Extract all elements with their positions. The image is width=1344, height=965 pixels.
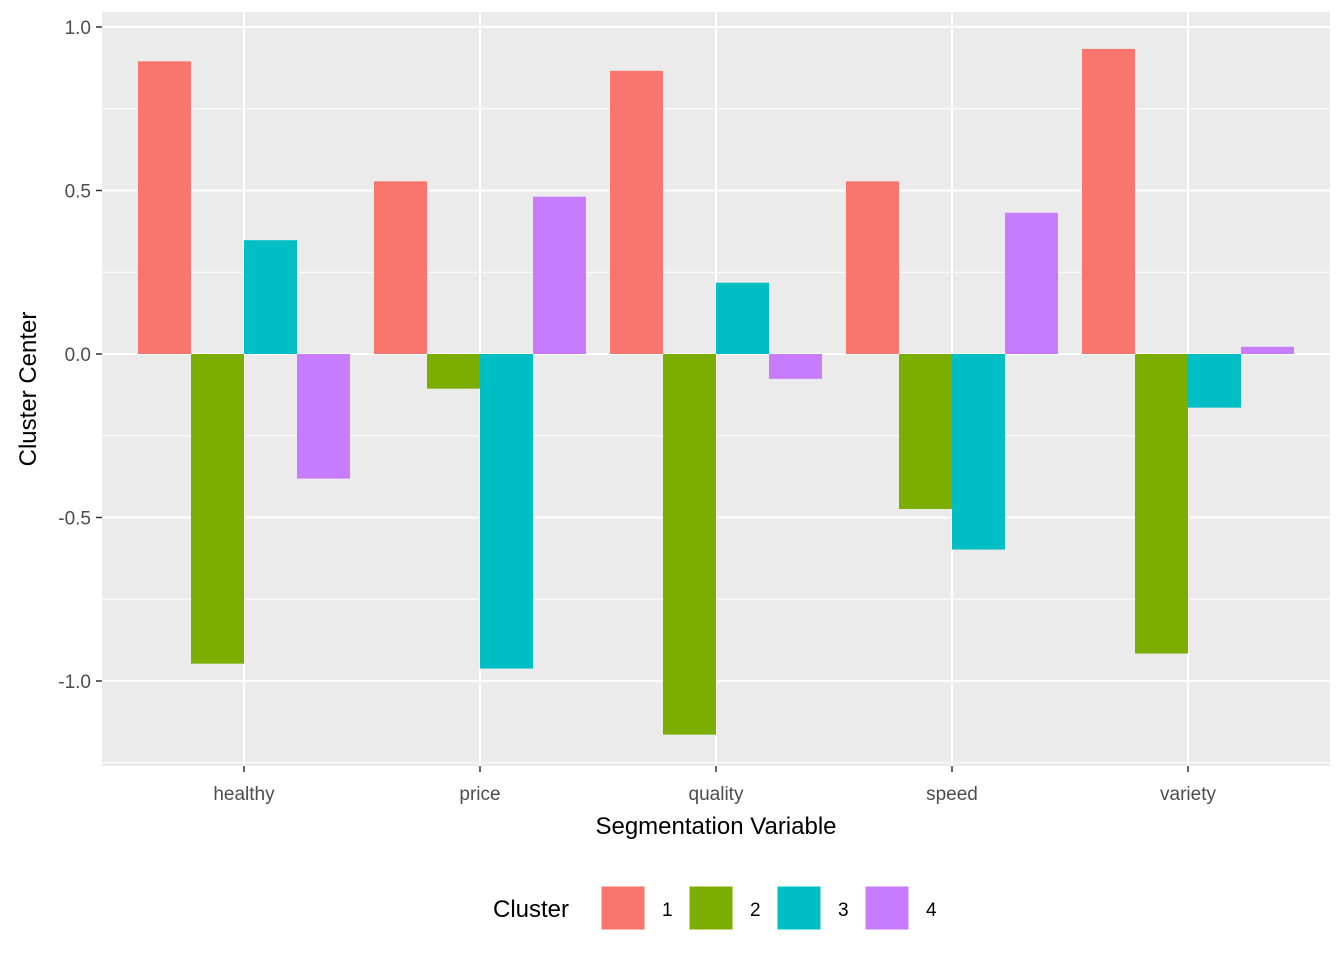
x-tick-label-price: price <box>459 784 500 805</box>
bar-speed-cluster-2 <box>899 354 952 509</box>
legend-label-2: 2 <box>750 900 761 921</box>
legend-label-3: 3 <box>838 900 849 921</box>
bars-layer <box>138 48 1294 735</box>
bar-price-cluster-1 <box>374 181 427 354</box>
bar-healthy-cluster-3 <box>244 240 297 354</box>
bar-quality-cluster-2 <box>663 354 716 735</box>
bar-speed-cluster-4 <box>1005 212 1058 354</box>
y-axis: 1.0 0.5 0.0 -0.5 -1.0 <box>58 18 102 693</box>
legend-key-4 <box>864 885 910 931</box>
bar-quality-cluster-1 <box>610 70 663 355</box>
legend-key-2 <box>688 885 734 931</box>
y-tick-label: 0.5 <box>65 182 91 203</box>
x-tick-label-quality: quality <box>689 784 744 805</box>
y-axis-title: Cluster Center <box>15 312 42 467</box>
bar-speed-cluster-1 <box>846 181 899 354</box>
bar-healthy-cluster-2 <box>191 354 244 664</box>
legend-label-1: 1 <box>662 900 673 921</box>
x-tick-label-speed: speed <box>926 784 978 805</box>
bar-healthy-cluster-1 <box>138 61 191 355</box>
bar-variety-cluster-1 <box>1082 48 1135 355</box>
bar-price-cluster-2 <box>427 354 480 389</box>
y-tick-label: 0.0 <box>65 345 91 366</box>
x-axis: healthy price quality speed variety <box>213 766 1216 805</box>
bar-quality-cluster-4 <box>769 354 822 379</box>
bar-speed-cluster-3 <box>952 354 1005 550</box>
x-tick-label-variety: variety <box>1160 784 1216 805</box>
bar-healthy-cluster-4 <box>297 354 350 479</box>
bar-quality-cluster-3 <box>716 282 769 354</box>
legend: Cluster 1 2 3 4 <box>493 885 937 931</box>
legend-key-3 <box>776 885 822 931</box>
x-tick-label-healthy: healthy <box>213 784 275 805</box>
legend-key-1 <box>600 885 646 931</box>
legend-title: Cluster <box>493 896 569 923</box>
bar-price-cluster-4 <box>533 196 586 354</box>
y-tick-label: 1.0 <box>65 18 91 39</box>
bar-price-cluster-3 <box>480 354 533 669</box>
bar-variety-cluster-4 <box>1241 346 1294 354</box>
y-tick-label: -0.5 <box>58 509 91 530</box>
y-tick-label: -1.0 <box>58 672 91 693</box>
legend-label-4: 4 <box>926 900 937 921</box>
x-axis-title: Segmentation Variable <box>595 813 836 840</box>
bar-variety-cluster-3 <box>1188 354 1241 408</box>
bar-variety-cluster-2 <box>1135 354 1188 654</box>
